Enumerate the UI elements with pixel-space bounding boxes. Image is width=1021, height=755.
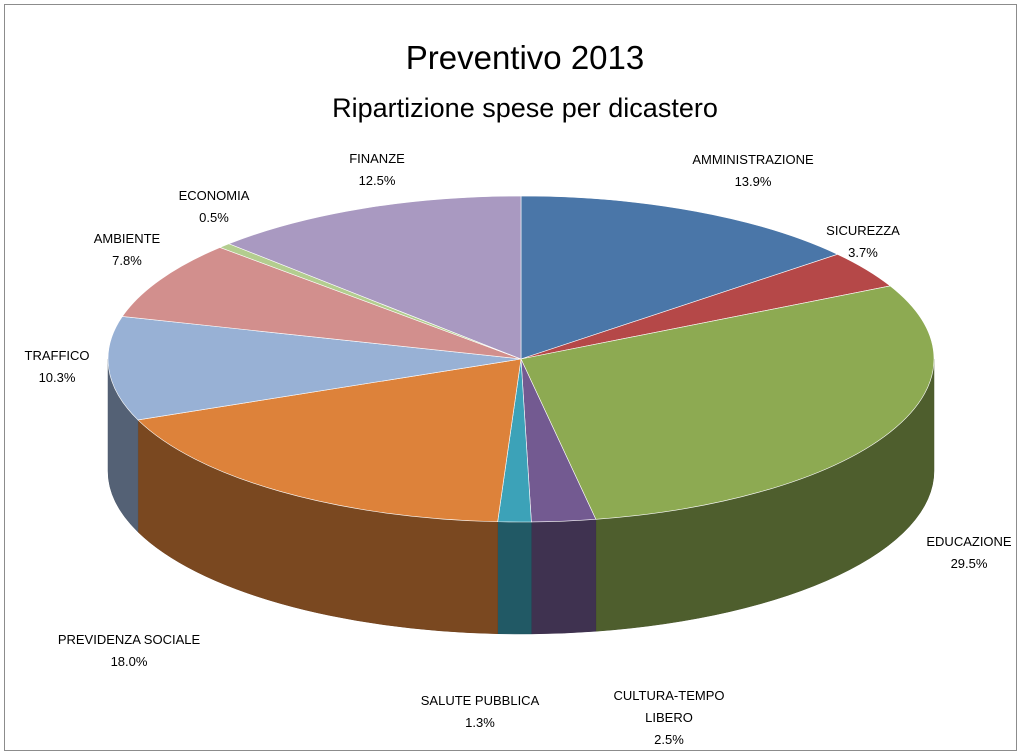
pie-slice-previdenza-sociale <box>137 358 522 523</box>
slice-label-salute-pubblica: SALUTE PUBBLICA 1.3% <box>421 693 540 730</box>
pie-slice-educazione <box>520 285 935 520</box>
slice-label-traffico: TRAFFICO 10.3% <box>25 348 90 385</box>
slice-label-finanze: FINANZE 12.5% <box>349 151 405 188</box>
pie-side-salute-pubblica <box>497 521 532 635</box>
chart-title: Preventivo 2013 <box>405 39 645 76</box>
slice-label-cultura-tempo-libero: CULTURA-TEMPO LIBERO 2.5% <box>614 688 725 747</box>
slice-label-previdenza-sociale: PREVIDENZA SOCIALE 18.0% <box>58 632 201 669</box>
chart-area: Preventivo 2013 Ripartizione spese per d… <box>4 4 1017 751</box>
chart-subtitle: Ripartizione spese per dicastero <box>332 93 718 123</box>
pie-slice-ambiente <box>121 247 522 360</box>
slice-label-economia: ECONOMIA 0.5% <box>179 188 250 225</box>
slice-label-educazione: EDUCAZIONE 29.5% <box>926 534 1012 571</box>
pie-slices <box>107 195 935 523</box>
pie-slice-amministrazione <box>520 195 839 360</box>
slice-label-ambiente: AMBIENTE 7.8% <box>94 231 161 268</box>
pie-slice-finanze <box>228 195 522 360</box>
pie-labels: AMMINISTRAZIONE 13.9% SICUREZZA 3.7% EDUCAZI… <box>25 151 1012 747</box>
slice-label-amministrazione: AMMINISTRAZIONE 13.9% <box>692 152 814 189</box>
pie-slice-traffico <box>107 316 522 421</box>
slice-label-sicurezza: SICUREZZA 3.7% <box>826 223 900 260</box>
pie-side-cultura-tempo-libero <box>531 519 597 635</box>
pie-chart: AMMINISTRAZIONE 13.9% SICUREZZA 3.7% EDUCAZI… <box>25 151 1012 747</box>
